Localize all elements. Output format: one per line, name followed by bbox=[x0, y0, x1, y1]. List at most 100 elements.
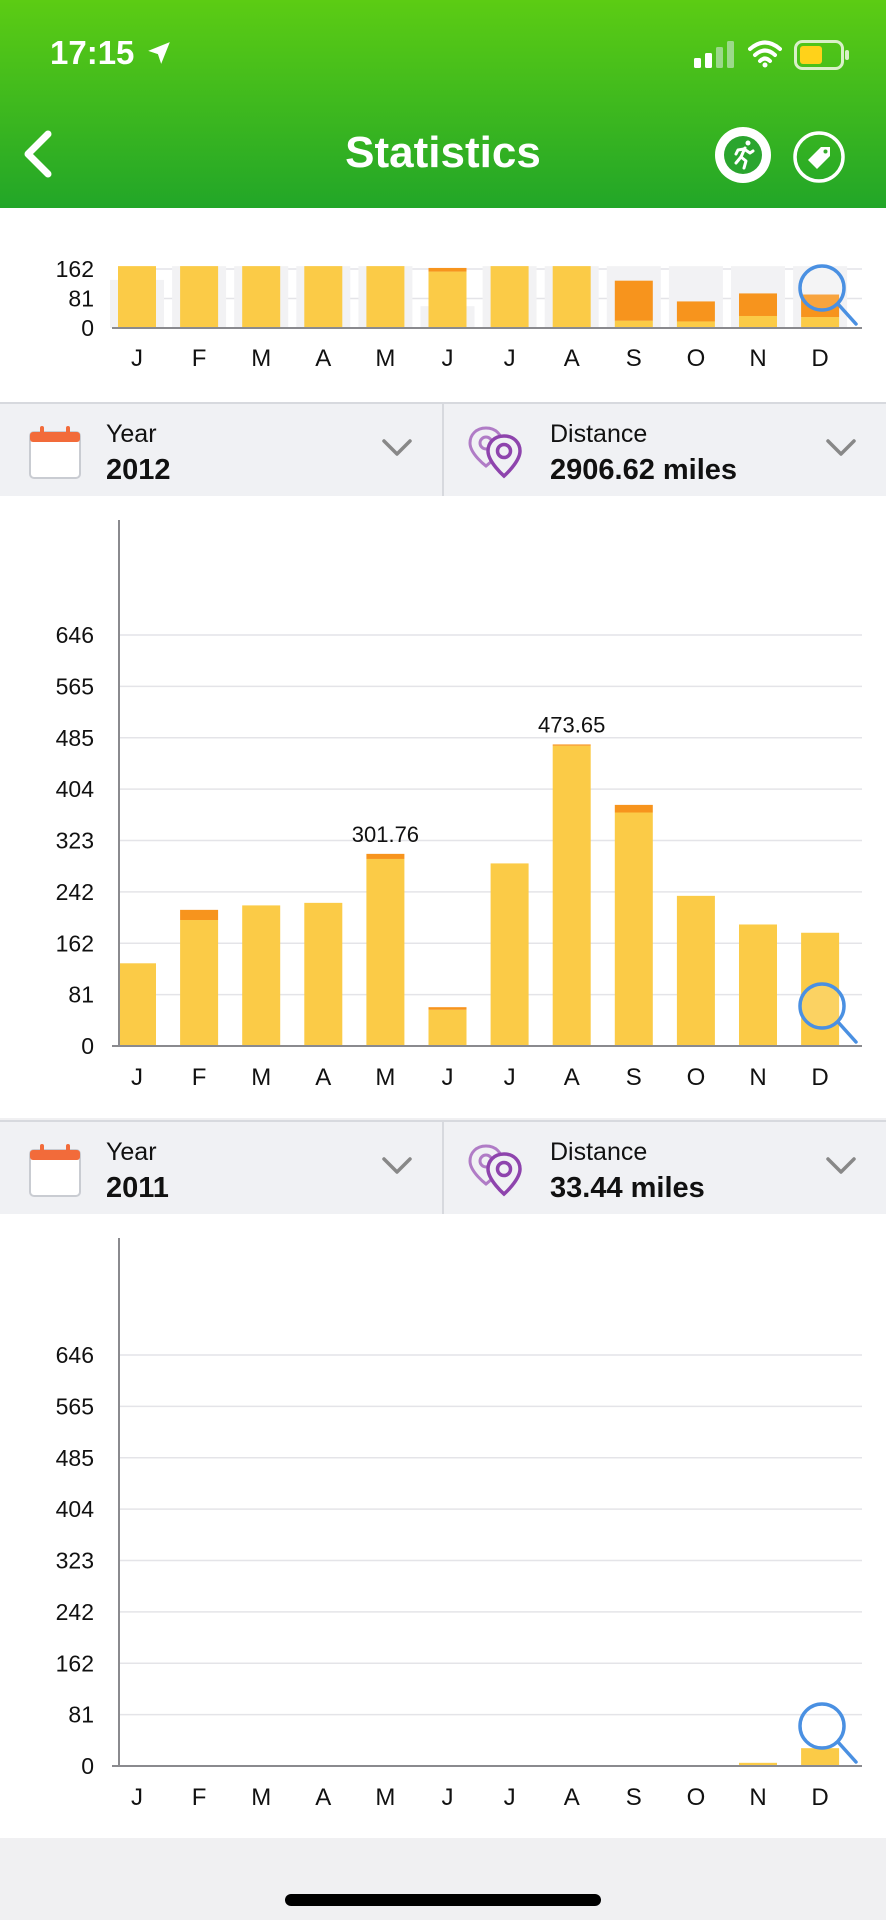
bar-secondary[interactable] bbox=[428, 1007, 467, 1010]
wifi-icon bbox=[748, 40, 782, 68]
period-selector[interactable]: Year 2012 bbox=[0, 404, 444, 496]
bar-secondary[interactable] bbox=[614, 280, 653, 321]
magnifier-icon[interactable] bbox=[798, 982, 858, 1044]
cellular-signal-icon bbox=[694, 41, 734, 68]
y-tick-label: 242 bbox=[56, 1599, 94, 1625]
y-tick-label: 242 bbox=[56, 879, 94, 905]
metric-selector[interactable]: Distance 2906.62 miles bbox=[444, 404, 886, 496]
navigation-header: 17:15 Statistics bbox=[0, 0, 886, 208]
month-label: A bbox=[564, 1784, 580, 1811]
y-tick-label: 565 bbox=[56, 673, 94, 699]
bar-primary[interactable] bbox=[180, 266, 219, 328]
bar-primary[interactable] bbox=[428, 271, 467, 328]
metric-selector[interactable]: Distance 33.44 miles bbox=[444, 1122, 886, 1214]
month-label: M bbox=[251, 345, 271, 372]
month-label: S bbox=[626, 1784, 642, 1811]
bar-primary[interactable] bbox=[801, 1748, 840, 1766]
month-label: F bbox=[192, 345, 207, 372]
bar-primary[interactable] bbox=[676, 895, 715, 1046]
bar-primary[interactable] bbox=[739, 924, 777, 1046]
bar-primary[interactable] bbox=[304, 902, 343, 1046]
y-tick-label: 323 bbox=[56, 1548, 94, 1574]
bar-secondary[interactable] bbox=[739, 293, 777, 316]
data-label: 301.76 bbox=[352, 822, 419, 847]
bar-primary[interactable] bbox=[428, 1009, 467, 1046]
location-arrow-icon bbox=[148, 42, 170, 64]
y-tick-label: 162 bbox=[56, 1650, 94, 1676]
y-tick-label: 646 bbox=[56, 622, 94, 648]
period-selector[interactable]: Year 2011 bbox=[0, 1122, 444, 1214]
y-tick-label: 404 bbox=[56, 776, 95, 802]
month-label: J bbox=[442, 345, 454, 372]
magnifier-icon[interactable] bbox=[798, 264, 858, 326]
month-label: N bbox=[749, 345, 766, 372]
bar-primary[interactable] bbox=[242, 905, 281, 1046]
month-label: J bbox=[131, 1064, 143, 1091]
bar-secondary[interactable] bbox=[676, 301, 715, 322]
activity-type-button[interactable] bbox=[714, 126, 772, 184]
bar-primary[interactable] bbox=[614, 812, 653, 1046]
chevron-down-icon bbox=[826, 1157, 856, 1174]
y-tick-label: 0 bbox=[81, 1033, 94, 1059]
bar-primary[interactable] bbox=[242, 266, 281, 328]
bar-primary[interactable] bbox=[304, 266, 343, 328]
bar-primary[interactable] bbox=[801, 317, 840, 328]
month-label: D bbox=[811, 1064, 828, 1091]
bar-primary[interactable] bbox=[490, 863, 529, 1046]
calendar-icon bbox=[29, 426, 81, 479]
y-tick-label: 81 bbox=[68, 1702, 94, 1728]
bar-secondary[interactable] bbox=[428, 267, 467, 272]
month-label: S bbox=[626, 1064, 642, 1091]
bar-primary[interactable] bbox=[552, 266, 591, 328]
bar-primary[interactable] bbox=[180, 920, 219, 1046]
y-tick-label: 81 bbox=[68, 286, 94, 312]
month-label: J bbox=[504, 345, 516, 372]
bar-chart-previous-year[interactable]: 0 81 162 J F M A M J J A S O N D bbox=[0, 0, 886, 402]
bar-primary[interactable] bbox=[614, 320, 653, 328]
month-label: D bbox=[811, 1784, 828, 1811]
month-label: J bbox=[442, 1064, 454, 1091]
month-label: N bbox=[749, 1064, 766, 1091]
bar-secondary[interactable] bbox=[366, 853, 405, 859]
page-title: Statistics bbox=[345, 128, 541, 177]
month-label: N bbox=[749, 1784, 766, 1811]
metric-label: Distance bbox=[550, 420, 648, 448]
bar-primary[interactable] bbox=[366, 266, 405, 328]
magnifier-icon[interactable] bbox=[798, 1702, 858, 1764]
bar-secondary[interactable] bbox=[801, 294, 840, 318]
bar-primary[interactable] bbox=[552, 745, 591, 1046]
bar-primary[interactable] bbox=[366, 858, 405, 1046]
bar-chart-2012[interactable]: 0 81 162 242 323 404 485 565 646 J F M A M J J A S O N D 301.… bbox=[0, 496, 886, 1118]
metric-value: 2906.62 miles bbox=[550, 454, 738, 486]
month-label: D bbox=[811, 345, 828, 372]
bar-secondary[interactable] bbox=[180, 909, 219, 921]
back-button[interactable] bbox=[16, 124, 60, 184]
month-label: M bbox=[375, 1784, 395, 1811]
bar-primary[interactable] bbox=[739, 315, 777, 328]
calendar-icon bbox=[29, 1144, 81, 1197]
battery-icon bbox=[794, 40, 849, 70]
month-label: J bbox=[504, 1784, 516, 1811]
tag-filter-button[interactable] bbox=[792, 130, 846, 184]
month-label: M bbox=[251, 1064, 271, 1091]
bar-primary[interactable] bbox=[490, 266, 529, 328]
month-label: J bbox=[504, 1064, 516, 1091]
bar-secondary[interactable] bbox=[614, 804, 653, 813]
bar-primary[interactable] bbox=[739, 1762, 777, 1766]
month-label: M bbox=[375, 1064, 395, 1091]
chevron-down-icon bbox=[382, 439, 412, 456]
bar-secondary[interactable] bbox=[552, 744, 591, 746]
location-pins-icon bbox=[468, 1144, 522, 1197]
bar-primary[interactable] bbox=[118, 963, 156, 1046]
selector-bar-2011: Year 2011 Distance 33.44 miles bbox=[0, 1120, 886, 1216]
month-label: A bbox=[315, 345, 331, 372]
bar-primary[interactable] bbox=[118, 266, 156, 328]
home-indicator-area bbox=[0, 1838, 886, 1920]
bar-primary[interactable] bbox=[676, 321, 715, 328]
bar-chart-2011[interactable]: 0 81 162 242 323 404 485 565 646 J F M A M J J A S O N D bbox=[0, 1214, 886, 1838]
y-tick-label: 404 bbox=[56, 1496, 95, 1522]
y-tick-label: 0 bbox=[81, 315, 94, 341]
chevron-down-icon bbox=[826, 439, 856, 456]
home-indicator[interactable] bbox=[285, 1894, 601, 1906]
status-time: 17:15 bbox=[50, 34, 135, 71]
